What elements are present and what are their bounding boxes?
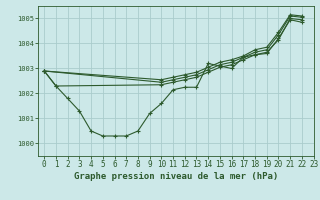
- X-axis label: Graphe pression niveau de la mer (hPa): Graphe pression niveau de la mer (hPa): [74, 172, 278, 181]
